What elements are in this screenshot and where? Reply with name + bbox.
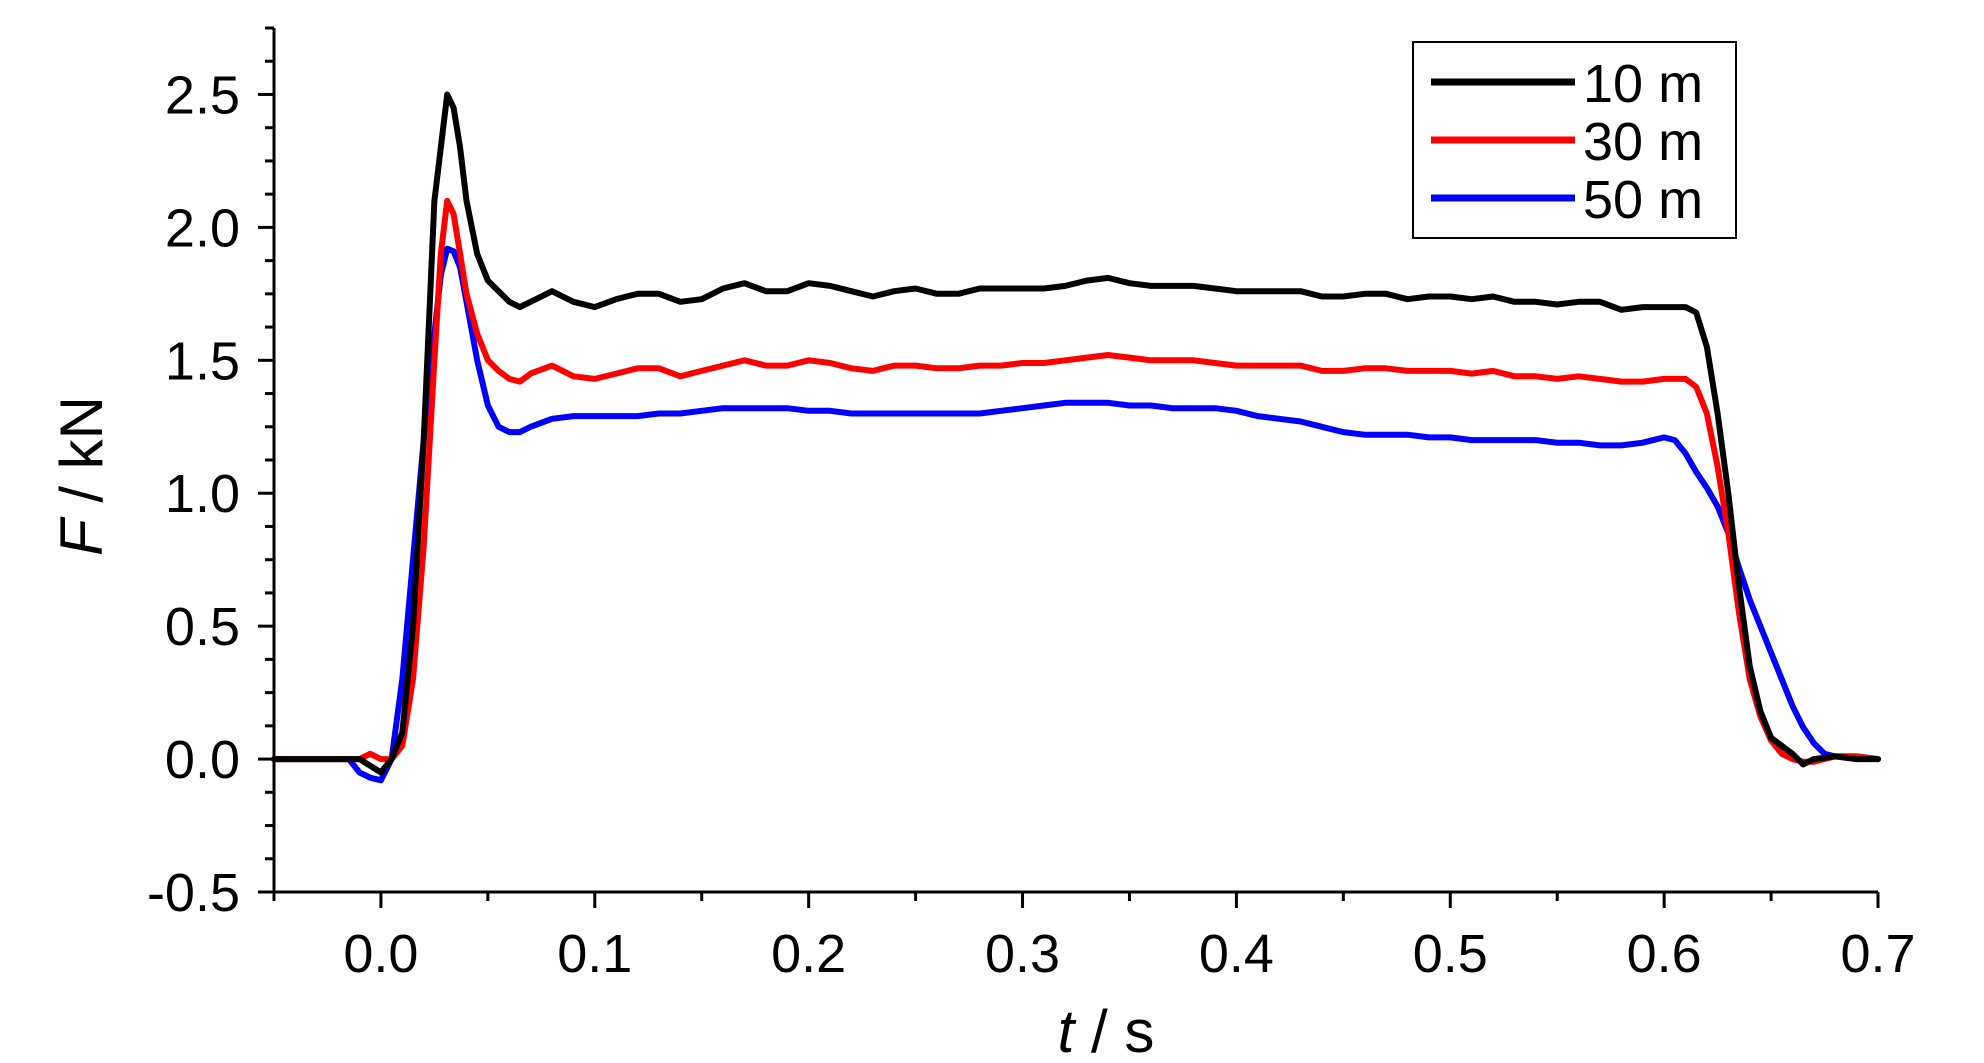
y-tick-label: 0.0 xyxy=(165,730,240,790)
y-tick-label: 1.0 xyxy=(165,464,240,524)
series-line-50m xyxy=(271,245,1881,784)
x-tick-label: 0.6 xyxy=(1627,924,1702,984)
y-axis-title: F / kN xyxy=(48,396,115,556)
legend-label-10m: 10 m xyxy=(1583,54,1703,114)
x-tick-label: 0.0 xyxy=(343,924,418,984)
labels-layer: 0.0 0.1 0.2 0.3 0.4 0.5 0.6 0.7 -0.5 0.0 0.5 1.0 1.5… xyxy=(48,65,1916,1063)
y-axis-unit: / kN xyxy=(48,396,115,519)
legend: 10 m30 m50 m xyxy=(1412,41,1737,239)
y-axis-variable: F xyxy=(48,516,115,556)
x-tick-label: 0.1 xyxy=(557,924,632,984)
x-axis-unit: / s xyxy=(1074,998,1154,1063)
x-tick-label: 0.2 xyxy=(771,924,846,984)
series-line-30m xyxy=(271,197,1881,765)
series-layer xyxy=(271,91,1881,784)
legend-label-50m: 50 m xyxy=(1583,170,1703,230)
legend-label-30m: 30 m xyxy=(1583,112,1703,172)
x-tick-label: 0.7 xyxy=(1840,924,1915,984)
x-axis-title: t / s xyxy=(1058,998,1155,1063)
x-axis-variable: t xyxy=(1058,998,1077,1063)
y-tick-label: 0.5 xyxy=(165,597,240,657)
y-tick-label: 2.5 xyxy=(165,65,240,125)
x-tick-label: 0.4 xyxy=(1199,924,1274,984)
x-tick-label: 0.3 xyxy=(985,924,1060,984)
series-line-10m xyxy=(271,91,1881,776)
axes-layer xyxy=(258,26,1880,908)
x-tick-label: 0.5 xyxy=(1413,924,1488,984)
y-tick-label: 1.5 xyxy=(165,331,240,391)
y-tick-label: -0.5 xyxy=(147,863,240,923)
y-tick-label: 2.0 xyxy=(165,198,240,258)
